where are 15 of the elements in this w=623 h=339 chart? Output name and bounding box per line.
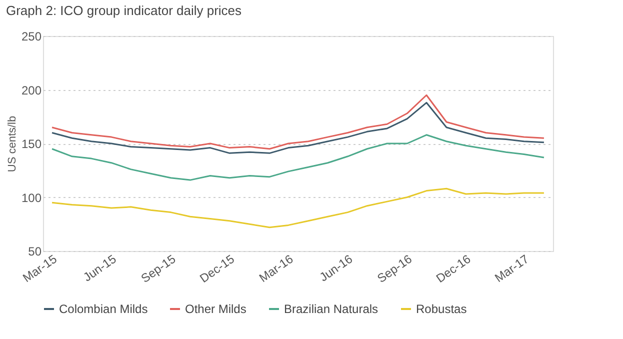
line-series — [51, 134, 545, 181]
y-tick-label: 250 — [21, 30, 42, 44]
y-tick-label: 200 — [21, 83, 42, 98]
line-series — [51, 102, 545, 154]
legend-label: Robustas — [416, 302, 467, 316]
line-series — [51, 94, 545, 150]
y-tick-label: 50 — [28, 244, 42, 258]
line-series — [51, 188, 545, 228]
legend-label: Other Milds — [185, 302, 246, 316]
legend-label: Colombian Milds — [59, 302, 148, 316]
chart-title: Graph 2: ICO group indicator daily prices — [6, 3, 242, 18]
y-tick-label: 150 — [21, 137, 42, 151]
y-tick-label: 100 — [21, 190, 42, 205]
legend-label: Brazilian Naturals — [284, 302, 378, 316]
y-axis-title: US cents/lb — [6, 116, 18, 172]
